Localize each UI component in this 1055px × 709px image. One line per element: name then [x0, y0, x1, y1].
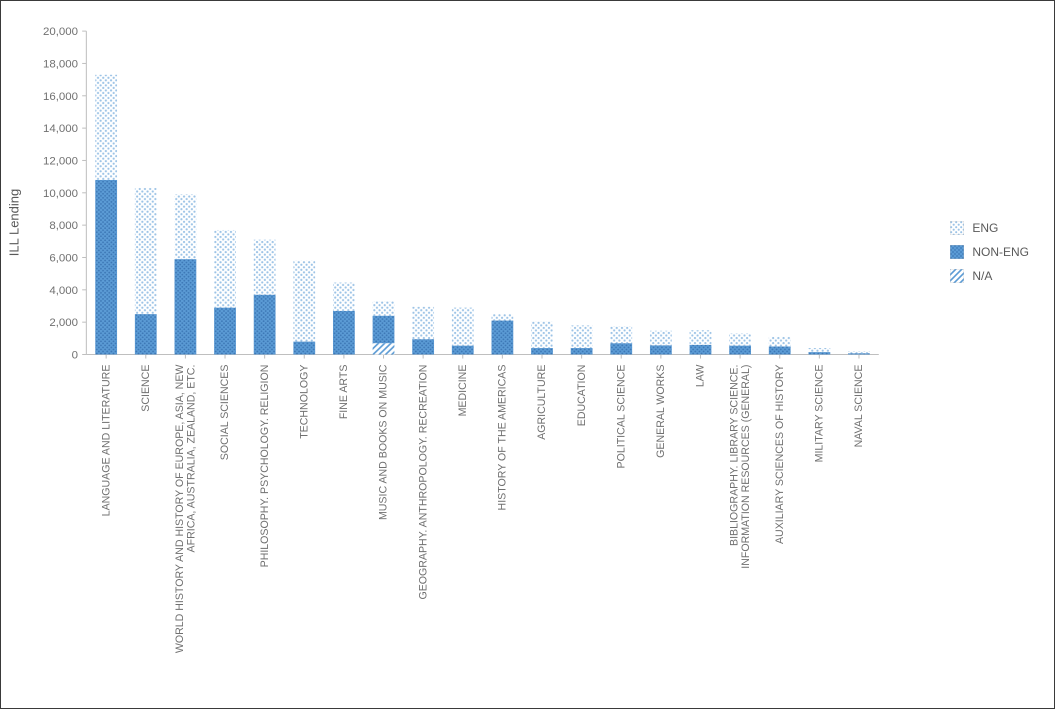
svg-text:20,000: 20,000: [43, 26, 78, 38]
svg-text:POLITICAL SCIENCE: POLITICAL SCIENCE: [615, 365, 627, 469]
svg-text:EDUCATION: EDUCATION: [576, 365, 588, 427]
svg-text:MEDICINE: MEDICINE: [457, 365, 469, 417]
svg-text:0: 0: [72, 350, 78, 362]
svg-text:MUSIC AND BOOKS ON MUSIC: MUSIC AND BOOKS ON MUSIC: [378, 364, 390, 520]
svg-text:LANGUAGE AND LITERATURE: LANGUAGE AND LITERATURE: [100, 365, 112, 517]
svg-text:14,000: 14,000: [43, 123, 78, 135]
chart-area: ILL Lending: [29, 21, 884, 688]
legend-item-eng: ENG: [950, 221, 1029, 235]
legend: ENG NON-ENG N/A: [950, 221, 1029, 293]
svg-text:GENERAL WORKS: GENERAL WORKS: [655, 365, 667, 458]
svg-text:GEOGRAPHY. ANTHROPOLOGY. RECRE: GEOGRAPHY. ANTHROPOLOGY. RECREATION: [417, 365, 429, 600]
svg-text:SCIENCE: SCIENCE: [140, 365, 152, 412]
svg-text:MILITARY SCIENCE: MILITARY SCIENCE: [813, 365, 825, 463]
legend-swatch-na: [950, 269, 964, 283]
svg-text:AFRICA, AUSTRALIA, ZEALAND, ET: AFRICA, AUSTRALIA, ZEALAND, ETC.: [185, 365, 197, 553]
legend-swatch-eng: [950, 221, 964, 235]
svg-text:4,000: 4,000: [49, 285, 78, 297]
svg-text:NAVAL SCIENCE: NAVAL SCIENCE: [853, 365, 865, 448]
svg-text:INFORMATION RESOURCES (GENERAL: INFORMATION RESOURCES (GENERAL): [740, 365, 752, 569]
legend-label: ENG: [972, 221, 998, 235]
svg-text:TECHNOLOGY: TECHNOLOGY: [298, 365, 310, 439]
legend-label: N/A: [972, 269, 992, 283]
svg-text:LAW: LAW: [694, 364, 706, 387]
svg-text:AGRICULTURE: AGRICULTURE: [536, 365, 548, 440]
svg-text:AUXILIARY SCIENCES OF HISTORY: AUXILIARY SCIENCES OF HISTORY: [774, 365, 786, 544]
svg-text:16,000: 16,000: [43, 91, 78, 103]
svg-text:WORLD HISTORY AND HISTORY OF E: WORLD HISTORY AND HISTORY OF EUROPE, ASI…: [174, 364, 186, 653]
legend-label: NON-ENG: [972, 245, 1029, 259]
svg-text:2,000: 2,000: [49, 317, 78, 329]
svg-text:8,000: 8,000: [49, 220, 78, 232]
legend-item-noneng: NON-ENG: [950, 245, 1029, 259]
svg-text:12,000: 12,000: [43, 156, 78, 168]
chart-frame: ILL Lending: [0, 0, 1055, 709]
svg-text:PHILOSOPHY. PSYCHOLOGY. RELIGI: PHILOSOPHY. PSYCHOLOGY. RELIGION: [259, 365, 271, 568]
legend-swatch-noneng: [950, 245, 964, 259]
svg-text:6,000: 6,000: [49, 253, 78, 265]
svg-text:FINE ARTS: FINE ARTS: [338, 365, 350, 420]
svg-text:BIBLIOGRAPHY. LIBRARY SCIENCE.: BIBLIOGRAPHY. LIBRARY SCIENCE.: [728, 365, 740, 546]
y-axis-label: ILL Lending: [7, 188, 22, 255]
svg-text:10,000: 10,000: [43, 188, 78, 200]
bar-chart: 0 2,000 4,000 6,000 8,000 10,000 12,000 14,000 1…: [29, 21, 884, 688]
svg-text:SOCIAL SCIENCES: SOCIAL SCIENCES: [219, 365, 231, 461]
svg-text:18,000: 18,000: [43, 59, 78, 71]
legend-item-na: N/A: [950, 269, 1029, 283]
svg-text:HISTORY OF THE AMERICAS: HISTORY OF THE AMERICAS: [496, 365, 508, 511]
